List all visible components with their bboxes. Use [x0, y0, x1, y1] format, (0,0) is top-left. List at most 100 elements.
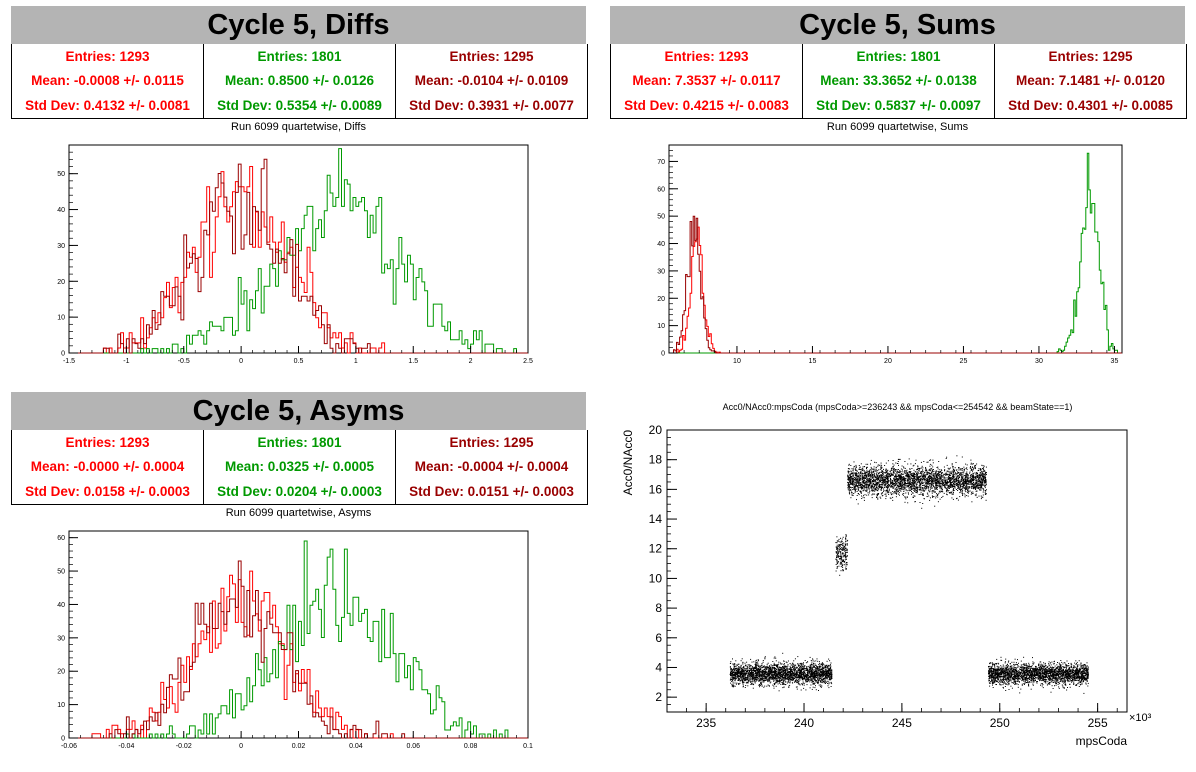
y-tick-label: 10 — [657, 323, 665, 330]
stat-entries: Entries: 1293 — [65, 48, 150, 64]
y-tick-label: 20 — [57, 279, 65, 286]
asyms-stat-darkred: Entries: 1295 Mean: -0.0004 +/- 0.0004 S… — [395, 430, 587, 504]
scatter-cluster-2 — [847, 455, 987, 509]
stat-std: Std Dev: 0.0151 +/- 0.0003 — [409, 484, 574, 500]
y-tick-label: 12 — [649, 542, 663, 556]
stat-std: Std Dev: 0.3931 +/- 0.0077 — [409, 98, 574, 114]
x-tick-label: 0.02 — [292, 743, 306, 750]
y-tick-label: 10 — [57, 315, 65, 322]
y-tick-label: 30 — [57, 243, 65, 250]
scatter-plot: 235 240 245 250 255 2 4 6 8 10 12 14 16 18 20 mpsCoda×1… — [621, 423, 1152, 748]
stat-mean: Mean: 33.3652 +/- 0.0138 — [820, 73, 977, 89]
hist-series-2 — [669, 215, 1122, 354]
sums-stat-darkred: Entries: 1295 Mean: 7.1481 +/- 0.0120 St… — [994, 44, 1186, 118]
y-tick-label: 30 — [657, 268, 665, 275]
x-tick-label: 0.08 — [464, 743, 478, 750]
x-tick-label: 0.5 — [294, 358, 304, 365]
y-tick-label: 50 — [657, 214, 665, 221]
y-tick-label: 0 — [61, 351, 65, 358]
x-tick-label: 30 — [1035, 358, 1043, 365]
asyms-stat-red: Entries: 1293 Mean: -0.0000 +/- 0.0004 S… — [12, 430, 203, 504]
sums-title: Cycle 5, Sums — [610, 6, 1185, 44]
stat-mean: Mean: -0.0004 +/- 0.0004 — [414, 459, 569, 475]
diffs-stat-darkred: Entries: 1295 Mean: -0.0104 +/- 0.0109 S… — [395, 44, 587, 118]
x-tick-label: -1.5 — [63, 358, 75, 365]
hist-series-1 — [69, 148, 528, 354]
y-tick-label: 16 — [649, 482, 663, 496]
x-tick-label: 10 — [733, 358, 741, 365]
stat-entries: Entries: 1295 — [1048, 48, 1133, 64]
diffs-title: Cycle 5, Diffs — [11, 6, 586, 44]
x-axis-label: mpsCoda — [1076, 734, 1128, 748]
y-tick-label: 2 — [655, 690, 662, 704]
x-tick-label: 35 — [1111, 358, 1119, 365]
y-tick-label: 60 — [57, 535, 65, 542]
x-tick-label: -0.5 — [178, 358, 190, 365]
x-tick-label: 2 — [469, 358, 473, 365]
y-tick-label: 40 — [57, 602, 65, 609]
scatter-points — [729, 455, 1089, 694]
x-tick-label: 250 — [990, 716, 1010, 730]
y-tick-label: 6 — [655, 631, 662, 645]
sums-subtitle: Run 6099 quartetwise, Sums — [826, 121, 969, 133]
sums-stat-red: Entries: 1293 Mean: 7.3537 +/- 0.0117 St… — [611, 44, 802, 118]
stat-mean: Mean: 0.8500 +/- 0.0126 — [225, 73, 374, 89]
stat-std: Std Dev: 0.0158 +/- 0.0003 — [25, 484, 190, 500]
stat-std: Std Dev: 0.4132 +/- 0.0081 — [25, 98, 190, 114]
asyms-stat-green: Entries: 1801 Mean: 0.0325 +/- 0.0005 St… — [203, 430, 395, 504]
asyms-subtitle: Run 6099 quartetwise, Asyms — [225, 507, 372, 519]
y-tick-label: 20 — [57, 669, 65, 676]
stat-std: Std Dev: 0.5837 +/- 0.0097 — [816, 98, 981, 114]
scatter-title: Acc0/NAcc0:mpsCoda (mpsCoda>=236243 && m… — [722, 402, 1073, 412]
stat-entries: Entries: 1801 — [856, 48, 941, 64]
diffs-subtitle: Run 6099 quartetwise, Diffs — [231, 121, 366, 133]
x-tick-label: 240 — [794, 716, 814, 730]
asyms-title: Cycle 5, Asyms — [11, 392, 586, 430]
hist-series-1 — [669, 152, 1122, 354]
y-tick-label: 30 — [57, 635, 65, 642]
x-tick-label: 235 — [696, 716, 716, 730]
y-tick-label: 70 — [657, 159, 665, 166]
stat-mean: Mean: -0.0104 +/- 0.0109 — [414, 73, 569, 89]
stat-entries: Entries: 1293 — [664, 48, 749, 64]
diffs-stats-box: Entries: 1293 Mean: -0.0008 +/- 0.0115 S… — [11, 44, 588, 119]
stat-std: Std Dev: 0.5354 +/- 0.0089 — [217, 98, 382, 114]
y-tick-label: 14 — [649, 512, 663, 526]
x-tick-label: 255 — [1088, 716, 1108, 730]
sums-histogram: 10 15 20 25 30 35 0 10 20 30 40 50 60 70 — [657, 144, 1123, 365]
x-exponent-label: ×10³ — [1129, 712, 1152, 724]
x-tick-label: 0 — [239, 358, 243, 365]
scatter-cluster-1 — [835, 534, 849, 576]
x-tick-label: 0 — [239, 743, 243, 750]
x-tick-label: -1 — [123, 358, 129, 365]
y-tick-label: 50 — [57, 569, 65, 576]
x-tick-label: -0.06 — [61, 743, 77, 750]
hist-series-2 — [69, 560, 528, 739]
y-tick-label: 0 — [61, 736, 65, 743]
stat-mean: Mean: -0.0000 +/- 0.0004 — [30, 459, 185, 475]
plot-frame — [668, 144, 1123, 354]
diffs-histogram: -1.5 -1 -0.5 0 0.5 1 1.5 2 2.5 0 10 20 30 40 50 — [57, 144, 533, 365]
sums-stats-box: Entries: 1293 Mean: 7.3537 +/- 0.0117 St… — [610, 44, 1187, 119]
x-tick-label: 15 — [809, 358, 817, 365]
diffs-stat-red: Entries: 1293 Mean: -0.0008 +/- 0.0115 S… — [12, 44, 203, 118]
y-tick-label: 60 — [657, 186, 665, 193]
y-tick-label: 18 — [649, 453, 663, 467]
scatter-cluster-0 — [729, 652, 833, 692]
y-tick-label: 50 — [57, 171, 65, 178]
sums-stat-green: Entries: 1801 Mean: 33.3652 +/- 0.0138 S… — [802, 44, 994, 118]
x-tick-label: 0.06 — [406, 743, 420, 750]
x-tick-label: 245 — [892, 716, 912, 730]
y-tick-label: 0 — [661, 351, 665, 358]
hist-series-1 — [69, 540, 528, 739]
y-tick-label: 40 — [657, 241, 665, 248]
y-axis-label: Acc0/NAcc0 — [621, 430, 635, 496]
y-tick-label: 4 — [655, 660, 662, 674]
hist-series-0 — [669, 226, 1122, 354]
x-tick-label: 1 — [354, 358, 358, 365]
stat-std: Std Dev: 0.0204 +/- 0.0003 — [217, 484, 382, 500]
x-tick-label: 20 — [884, 358, 892, 365]
y-tick-label: 20 — [649, 423, 663, 437]
hist-series-2 — [69, 158, 528, 354]
stat-entries: Entries: 1293 — [65, 434, 150, 450]
